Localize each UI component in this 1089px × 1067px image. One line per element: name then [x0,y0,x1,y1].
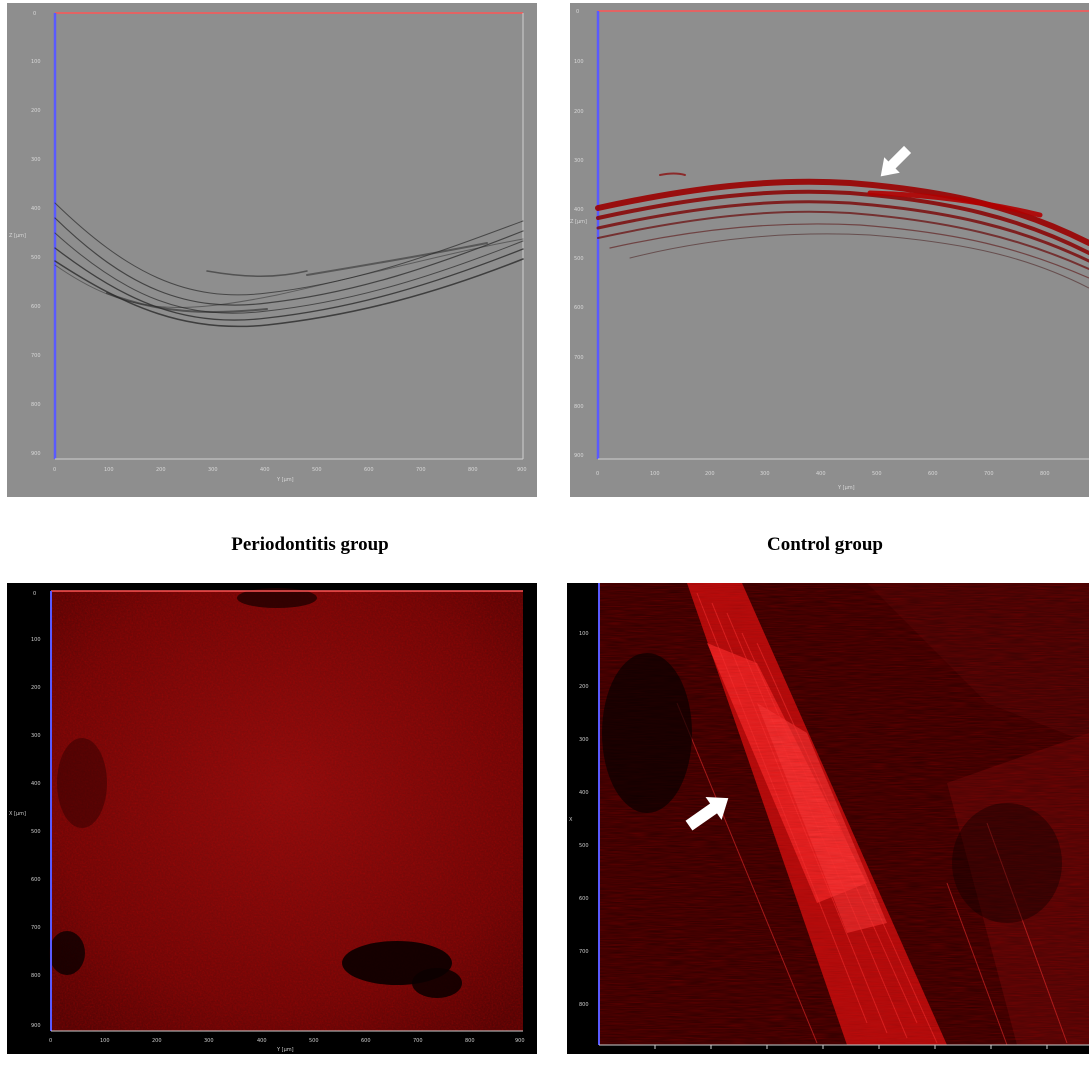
tick-label: 800 [31,973,41,979]
x-axis-label: Y [µm] [276,477,294,483]
tick-label: 500 [31,255,41,261]
tick-label: 600 [579,896,589,902]
tick-label: 500 [31,829,41,835]
tick-label: 100 [100,1038,110,1044]
tick-label: 0 [33,11,36,17]
tick-label: 700 [579,949,589,955]
tick-label: 500 [309,1038,319,1044]
tick-label: 0 [576,9,579,15]
tick-label: 600 [574,305,584,311]
tick-label: 100 [650,471,660,477]
tick-label: 300 [31,733,41,739]
tick-label: 200 [579,684,589,690]
tick-label: 500 [312,467,322,473]
tick-label: 200 [156,467,166,473]
tick-label: 900 [517,467,527,473]
y-axis-label: X [µm] [9,811,26,817]
tick-label: 0 [596,471,599,477]
tick-label: 0 [33,591,36,597]
tick-label: 600 [361,1038,371,1044]
tick-label: 600 [31,877,41,883]
tick-label: 600 [928,471,938,477]
tick-label: 700 [31,925,41,931]
tick-label: 0 [53,467,56,473]
tick-label: 300 [31,157,41,163]
y-axis-label: X [569,817,573,823]
tick-label: 500 [579,843,589,849]
periodontitis-group-caption: Periodontitis group [110,534,510,556]
tick-label: 300 [760,471,770,477]
x-axis-label: Y [µm] [276,1047,294,1053]
tick-label: 900 [515,1038,525,1044]
tick-label: 300 [574,158,584,164]
control-group-caption: Control group [625,534,1025,556]
tick-label: 700 [984,471,994,477]
tick-label: 800 [579,1002,589,1008]
tick-label: 600 [31,304,41,310]
tick-label: 700 [413,1038,423,1044]
tick-label: 300 [208,467,218,473]
tick-label: 800 [1040,471,1050,477]
tick-label: 900 [574,453,584,459]
tick-label: 700 [31,353,41,359]
tick-label: 900 [31,451,41,457]
tick-label: 600 [364,467,374,473]
control-top-view-image: 100 200 300 400 500 600 700 800 X [567,583,1089,1054]
tick-label: 400 [31,781,41,787]
tick-label: 400 [260,467,270,473]
tick-label: 500 [872,471,882,477]
tick-label: 100 [31,637,41,643]
tick-label: 800 [465,1038,475,1044]
tick-label: 300 [579,737,589,743]
tick-label: 400 [579,790,589,796]
tick-label: 400 [31,206,41,212]
tick-label: 100 [104,467,114,473]
x-axis-label: Y [µm] [837,485,855,491]
periodontitis-top-view-image: 0 100 200 300 400 500 600 700 800 900 X … [7,583,537,1054]
tick-label: 100 [31,59,41,65]
tick-label: 700 [574,355,584,361]
tick-label: 0 [49,1038,52,1044]
tick-label: 800 [574,404,584,410]
control-side-view-image: 0 100 200 300 400 500 600 700 800 900 Z … [570,3,1089,497]
periodontitis-side-view-image: 0 100 200 300 400 500 600 700 800 900 Z … [7,3,537,497]
tick-label: 900 [31,1023,41,1029]
tick-label: 200 [152,1038,162,1044]
y-axis-label: Z [µm] [570,219,587,225]
tick-label: 200 [705,471,715,477]
tick-label: 700 [416,467,426,473]
tick-label: 500 [574,256,584,262]
tick-label: 200 [31,108,41,114]
tick-label: 400 [257,1038,267,1044]
y-axis-label: Z [µm] [9,233,26,239]
tick-label: 400 [574,207,584,213]
tick-label: 400 [816,471,826,477]
tick-label: 200 [574,109,584,115]
tick-label: 100 [579,631,589,637]
tick-label: 100 [574,59,584,65]
tick-label: 800 [468,467,478,473]
tick-label: 800 [31,402,41,408]
tick-label: 300 [204,1038,214,1044]
tick-label: 200 [31,685,41,691]
